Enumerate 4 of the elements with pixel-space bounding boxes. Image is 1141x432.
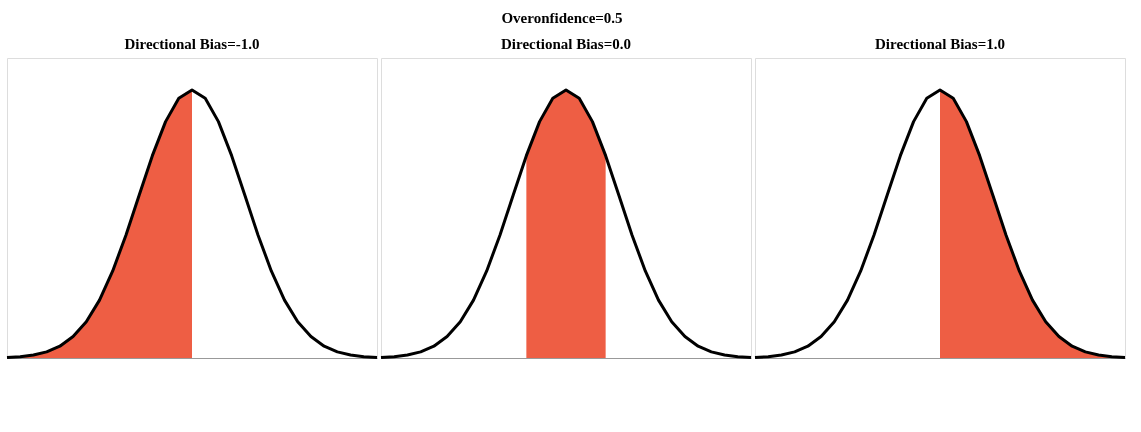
chart-title: Directional Bias=1.0 — [875, 36, 1005, 52]
chart-title: Directional Bias=0.0 — [501, 36, 631, 52]
text: Overonfidence=0.5 — [501, 10, 623, 26]
chart-title: Directional Bias=-1.0 — [124, 36, 260, 52]
